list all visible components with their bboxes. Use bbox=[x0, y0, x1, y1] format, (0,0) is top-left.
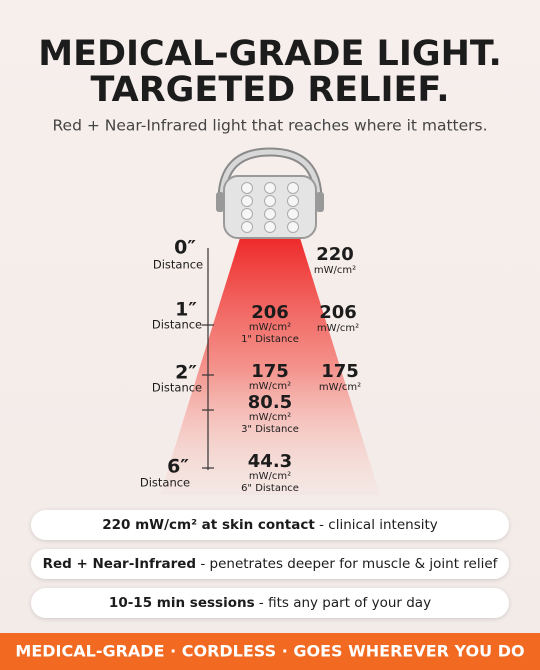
led bbox=[287, 208, 299, 220]
feature-detail: - clinical intensity bbox=[315, 517, 438, 533]
distance-label: Distance bbox=[152, 318, 202, 332]
distance-label: Distance bbox=[153, 258, 203, 272]
footer-bar bbox=[0, 633, 540, 670]
distance-label: Distance bbox=[140, 476, 190, 490]
feature-pill bbox=[31, 549, 509, 579]
side-unit: mW/cm² bbox=[314, 265, 356, 276]
led bbox=[264, 221, 276, 233]
led bbox=[264, 182, 276, 194]
beam-unit: mW/cm² bbox=[249, 381, 291, 392]
led bbox=[241, 208, 253, 220]
subtitle: Red + Near-Infrared light that reaches w… bbox=[52, 117, 487, 135]
beam-value: 44.3 bbox=[248, 451, 292, 472]
distance-mark: 2″ bbox=[175, 362, 197, 384]
beam-unit: mW/cm² bbox=[249, 322, 291, 333]
side-value: 175 bbox=[321, 361, 359, 382]
title-line: MEDICAL-GRADE LIGHT. bbox=[38, 34, 502, 74]
beam-value: 175 bbox=[251, 361, 289, 382]
feature-text: 10-15 min sessions - fits any part of yo… bbox=[109, 595, 431, 611]
feature-pill bbox=[31, 588, 509, 618]
led bbox=[287, 221, 299, 233]
feature-text: Red + Near-Infrared - penetrates deeper … bbox=[43, 556, 499, 572]
beam-value: 206 bbox=[251, 302, 289, 323]
led bbox=[241, 221, 253, 233]
side-value: 206 bbox=[319, 302, 357, 323]
side-unit: mW/cm² bbox=[317, 323, 359, 334]
side-unit: mW/cm² bbox=[319, 382, 361, 393]
led bbox=[241, 182, 253, 194]
distance-label: Distance bbox=[152, 381, 202, 395]
side-value: 220 bbox=[316, 244, 354, 265]
led bbox=[264, 208, 276, 220]
distance-mark: 6″ bbox=[167, 456, 189, 478]
beam-distance: 1" Distance bbox=[241, 334, 299, 345]
distance-mark: 1″ bbox=[175, 299, 197, 321]
feature-detail: - fits any part of your day bbox=[255, 595, 431, 611]
beam-unit: mW/cm² bbox=[249, 471, 291, 482]
feature-text: 220 mW/cm² at skin contact - clinical in… bbox=[102, 517, 438, 533]
beam-value: 80.5 bbox=[248, 392, 292, 413]
feature-bold: 10-15 min sessions bbox=[109, 595, 255, 611]
title-line: TARGETED RELIEF. bbox=[90, 70, 449, 110]
beam-unit: mW/cm² bbox=[249, 412, 291, 423]
feature-detail: - penetrates deeper for muscle & joint r… bbox=[196, 556, 499, 572]
beam-distance: 3" Distance bbox=[241, 424, 299, 435]
led bbox=[287, 195, 299, 207]
led bbox=[287, 182, 299, 194]
led bbox=[241, 195, 253, 207]
light-beam bbox=[160, 238, 380, 495]
device bbox=[216, 147, 324, 239]
feature-bold: 220 mW/cm² at skin contact bbox=[102, 517, 315, 533]
feature-bold: Red + Near-Infrared bbox=[43, 556, 197, 572]
beam-distance: 6" Distance bbox=[241, 483, 299, 494]
feature-pill bbox=[31, 510, 509, 540]
distance-mark: 0″ bbox=[174, 237, 196, 259]
footer-text: MEDICAL-GRADE · CORDLESS · GOES WHEREVER… bbox=[15, 642, 524, 661]
led bbox=[264, 195, 276, 207]
